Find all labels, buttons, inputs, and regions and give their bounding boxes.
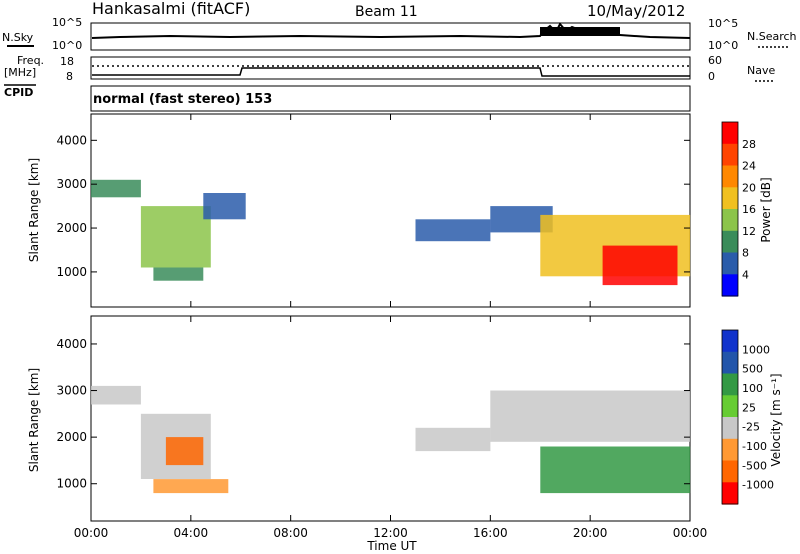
heatmap-cell bbox=[415, 427, 491, 452]
colorbar-tick-label: 25 bbox=[742, 401, 756, 414]
time-axis: 00:00 04:00 08:00 12:00 16:00 20:00 00:00 bbox=[74, 114, 708, 540]
colorbar-tick-label: 1000 bbox=[742, 343, 770, 356]
colorbar-swatch bbox=[722, 230, 738, 254]
power-ylabel: Slant Range [km] bbox=[27, 158, 41, 262]
colorbar-swatch bbox=[722, 417, 738, 440]
colorbar-tick-label: 16 bbox=[742, 203, 756, 216]
colorbar-tick-label: 4 bbox=[742, 268, 749, 281]
velocity-y-axis: 1000 2000 3000 4000 bbox=[56, 337, 690, 491]
power-colorbar-label: Power [dB] bbox=[759, 177, 773, 242]
x-tick-label: 00:00 bbox=[74, 526, 109, 540]
colorbar-swatch bbox=[722, 395, 738, 418]
colorbar-tick-label: 28 bbox=[742, 138, 756, 151]
y-tick-label: 2000 bbox=[56, 430, 87, 444]
colorbar-swatch bbox=[722, 209, 738, 232]
colorbar-swatch bbox=[722, 460, 738, 483]
colorbar-swatch bbox=[722, 165, 738, 188]
colorbar-swatch bbox=[722, 330, 738, 353]
nsearch-label: N.Search bbox=[747, 30, 797, 43]
noise-left-tick-bottom: 10^0 bbox=[52, 39, 82, 52]
noise-left-tick-top: 10^5 bbox=[52, 16, 82, 29]
x-tick-label: 00:00 bbox=[673, 526, 708, 540]
colorbar-swatch bbox=[722, 187, 738, 210]
velocity-heatmap-cells bbox=[91, 385, 691, 494]
heatmap-cell bbox=[153, 267, 204, 281]
colorbar-swatch bbox=[722, 438, 738, 462]
noise-burst bbox=[540, 27, 620, 36]
noise-right-tick-top: 10^5 bbox=[708, 17, 738, 30]
x-tick-label: 08:00 bbox=[273, 526, 308, 540]
nave-tick-top: 60 bbox=[708, 54, 722, 67]
heatmap-cell bbox=[91, 179, 141, 198]
colorbar-tick-label: 8 bbox=[742, 247, 749, 260]
y-tick-label: 4000 bbox=[56, 133, 87, 147]
colorbar-swatch bbox=[722, 122, 738, 145]
colorbar-tick-label: 500 bbox=[742, 363, 763, 376]
colorbar-tick-label: -100 bbox=[742, 440, 767, 453]
freq-tick-top: 18 bbox=[60, 55, 74, 68]
cpid-program: normal (fast stereo) 153 bbox=[93, 92, 272, 107]
freq-label: Freq. bbox=[17, 54, 44, 67]
x-tick-label: 04:00 bbox=[174, 526, 209, 540]
freq-panel: Freq. [MHz] 18 8 60 0 Nave bbox=[4, 54, 775, 83]
colorbar-tick-label: 12 bbox=[742, 225, 756, 238]
nave-tick-bottom: 0 bbox=[708, 70, 715, 83]
x-axis-label: Time UT bbox=[366, 539, 417, 553]
colorbar-tick-label: -25 bbox=[742, 421, 760, 434]
heatmap-cell bbox=[602, 245, 678, 286]
freq-trace bbox=[92, 67, 690, 77]
x-tick-label: 16:00 bbox=[473, 526, 508, 540]
heatmap-cell bbox=[540, 446, 691, 494]
freq-tick-bottom: 8 bbox=[66, 70, 73, 83]
nave-label: Nave bbox=[747, 64, 775, 77]
colorbar-swatch bbox=[722, 252, 738, 275]
y-tick-label: 1000 bbox=[56, 477, 87, 491]
velocity-colorbar: 1000 500 100 25 -25 -100 -500 -1000 bbox=[721, 329, 774, 505]
beam-title: Beam 11 bbox=[355, 4, 418, 20]
heatmap-cell bbox=[415, 219, 491, 242]
noise-panel: N.Sky 10^5 10^0 10^5 10^0 N.Search bbox=[2, 16, 797, 52]
heatmap-cell bbox=[153, 479, 229, 494]
heatmap-cell bbox=[203, 193, 246, 220]
colorbar-tick-label: -1000 bbox=[742, 479, 774, 492]
station-title: Hankasalmi (fitACF) bbox=[92, 0, 250, 18]
date-title: 10/May/2012 bbox=[587, 2, 685, 20]
velocity-colorbar-label: Velocity [m s⁻¹] bbox=[769, 373, 783, 466]
colorbar-swatch bbox=[722, 274, 738, 297]
heatmap-cell bbox=[165, 437, 204, 466]
power-colorbar: 28 24 20 16 12 8 4 bbox=[721, 121, 756, 297]
colorbar-swatch bbox=[722, 351, 738, 375]
colorbar-swatch bbox=[722, 143, 738, 167]
velocity-ylabel: Slant Range [km] bbox=[27, 368, 41, 472]
y-tick-label: 3000 bbox=[56, 384, 87, 398]
colorbar-swatch bbox=[722, 373, 738, 396]
colorbar-tick-label: 20 bbox=[742, 181, 756, 194]
colorbar-tick-label: -500 bbox=[742, 459, 767, 472]
cpid-label: CPID bbox=[4, 86, 33, 99]
x-tick-label: 20:00 bbox=[573, 526, 608, 540]
colorbar-swatch bbox=[722, 482, 738, 505]
heatmap-cell bbox=[490, 390, 690, 442]
x-tick-label: 12:00 bbox=[373, 526, 408, 540]
power-panel: 1000 2000 3000 4000 Slant Range [km] bbox=[27, 113, 691, 308]
noise-right-tick-bottom: 10^0 bbox=[708, 39, 738, 52]
y-tick-label: 3000 bbox=[56, 177, 87, 191]
nsky-label: N.Sky bbox=[2, 31, 34, 44]
y-tick-label: 2000 bbox=[56, 221, 87, 235]
cpid-panel bbox=[90, 85, 691, 112]
colorbar-tick-label: 100 bbox=[742, 382, 763, 395]
colorbar-frame bbox=[721, 329, 739, 505]
y-tick-label: 4000 bbox=[56, 337, 87, 351]
power-heatmap-cells bbox=[91, 179, 691, 286]
velocity-panel: 1000 2000 3000 4000 Slant Range [km] bbox=[27, 315, 691, 522]
freq-unit-label: [MHz] bbox=[4, 66, 36, 79]
heatmap-cell bbox=[140, 206, 211, 268]
y-tick-label: 1000 bbox=[56, 265, 87, 279]
power-y-axis: 1000 2000 3000 4000 bbox=[56, 133, 690, 279]
colorbar-tick-label: 24 bbox=[742, 160, 756, 173]
colorbar-frame bbox=[721, 121, 739, 297]
heatmap-cell bbox=[91, 385, 141, 405]
